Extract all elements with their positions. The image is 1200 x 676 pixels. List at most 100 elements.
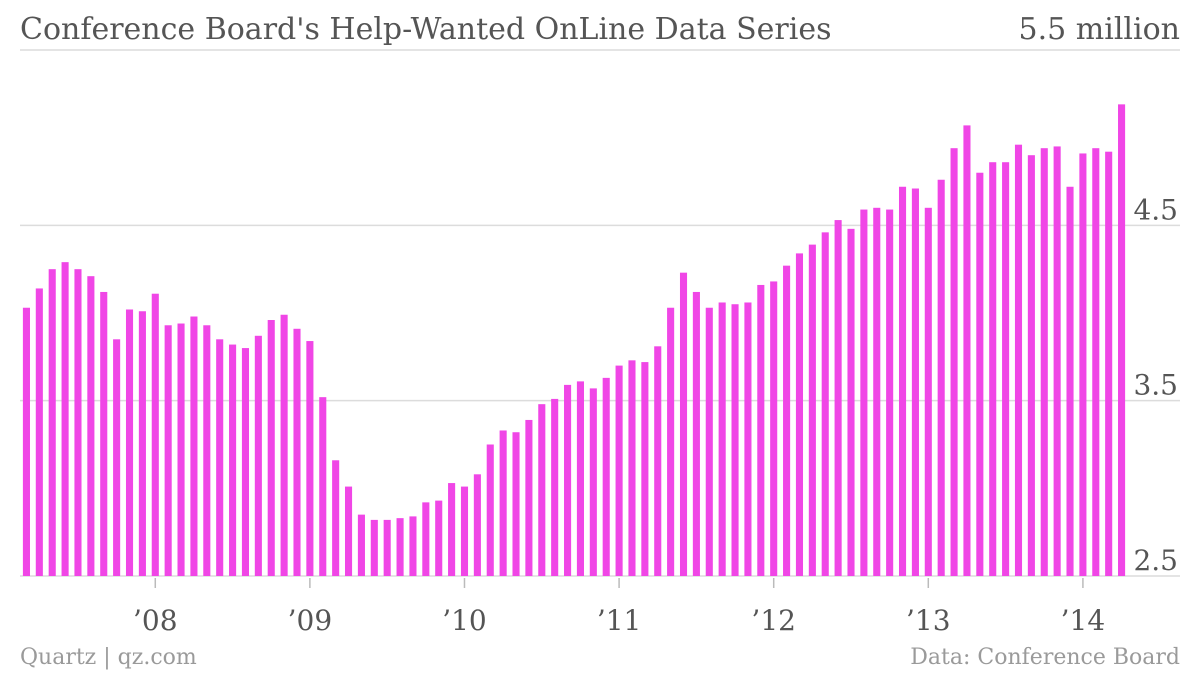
bar xyxy=(74,269,82,576)
bar xyxy=(937,179,945,576)
bar xyxy=(1105,151,1113,576)
bar xyxy=(293,328,301,576)
bar xyxy=(164,325,172,576)
chart-title: Conference Board's Help-Wanted OnLine Da… xyxy=(20,12,832,47)
bar xyxy=(602,377,610,576)
bar xyxy=(460,486,469,576)
bar xyxy=(564,384,572,576)
bar xyxy=(177,323,185,576)
bar xyxy=(87,276,95,576)
y-tick-label: 2.5 xyxy=(1133,544,1178,577)
bar xyxy=(473,474,481,576)
bar xyxy=(667,307,675,576)
bar xyxy=(344,486,353,576)
bar xyxy=(576,381,584,576)
bar xyxy=(886,209,894,577)
bar xyxy=(551,398,559,576)
bar xyxy=(1040,148,1048,576)
x-tick-label: ’12 xyxy=(751,604,796,637)
bar xyxy=(834,220,842,576)
bar xyxy=(525,419,533,576)
bar xyxy=(61,262,69,576)
bar xyxy=(641,362,649,576)
bar xyxy=(538,404,546,576)
y-tick-label: 4.5 xyxy=(1133,193,1178,226)
bar xyxy=(383,519,391,576)
bar xyxy=(950,148,958,576)
bar xyxy=(332,460,340,576)
y-axis: 2.5 3.5 4.5 xyxy=(1133,193,1178,577)
bar xyxy=(628,360,636,576)
bar xyxy=(898,186,907,576)
bar xyxy=(731,304,739,576)
bar xyxy=(1092,148,1100,576)
x-axis: ’08 ’09 ’10 ’11 ’12 ’13 ’14 xyxy=(133,578,1105,637)
bar xyxy=(808,244,816,576)
bar xyxy=(512,432,520,576)
x-tick-label: ’08 xyxy=(133,604,178,637)
source-credit: Quartz | qz.com xyxy=(20,645,197,670)
bar xyxy=(448,483,456,576)
bar xyxy=(357,514,365,576)
bar xyxy=(319,397,327,576)
bar xyxy=(770,281,778,576)
data-source: Data: Conference Board xyxy=(910,645,1180,670)
bar xyxy=(860,209,868,577)
bar xyxy=(1027,155,1035,576)
bar xyxy=(396,518,404,576)
bar xyxy=(654,346,662,576)
bar xyxy=(35,288,43,576)
bar xyxy=(1014,144,1023,576)
bar xyxy=(48,269,56,576)
bar xyxy=(989,162,997,576)
bar xyxy=(229,344,237,576)
bar xyxy=(1118,104,1126,576)
bar xyxy=(795,253,804,576)
bar xyxy=(911,188,919,576)
bar xyxy=(203,325,211,576)
x-tick-label: ’13 xyxy=(906,604,951,637)
bar xyxy=(744,302,752,576)
bar xyxy=(821,232,829,576)
bar xyxy=(370,519,378,576)
bar xyxy=(486,444,494,576)
bar xyxy=(873,207,881,577)
bar xyxy=(963,125,971,576)
y-tick-label: 3.5 xyxy=(1133,369,1178,402)
bar xyxy=(190,316,198,576)
bar xyxy=(306,341,314,576)
bar xyxy=(138,311,146,576)
bar xyxy=(113,339,121,576)
bar xyxy=(1079,153,1087,576)
bar xyxy=(435,500,443,576)
bar xyxy=(924,207,932,577)
bar xyxy=(216,339,224,576)
x-tick-label: ’11 xyxy=(597,604,642,637)
bar xyxy=(589,388,597,576)
bar xyxy=(705,307,713,576)
bar xyxy=(125,309,134,576)
bar xyxy=(976,172,984,577)
bar xyxy=(1002,162,1010,576)
bar xyxy=(267,320,275,576)
bar xyxy=(422,502,430,576)
bar xyxy=(151,293,159,576)
bar xyxy=(757,284,765,576)
x-tick-label: ’09 xyxy=(288,604,333,637)
bars xyxy=(22,104,1126,577)
bar xyxy=(718,302,726,576)
bar xyxy=(409,516,417,576)
bar xyxy=(241,348,250,576)
bar xyxy=(499,430,507,576)
y-unit-label: 5.5 million xyxy=(1018,12,1180,47)
bar xyxy=(254,335,262,576)
bar xyxy=(22,307,30,576)
gridlines xyxy=(20,49,1180,577)
bar xyxy=(615,365,623,576)
x-tick-label: ’10 xyxy=(442,604,487,637)
bar xyxy=(1066,186,1074,576)
x-tick-label: ’14 xyxy=(1061,604,1106,637)
bar xyxy=(1053,146,1061,576)
bar xyxy=(847,228,855,576)
